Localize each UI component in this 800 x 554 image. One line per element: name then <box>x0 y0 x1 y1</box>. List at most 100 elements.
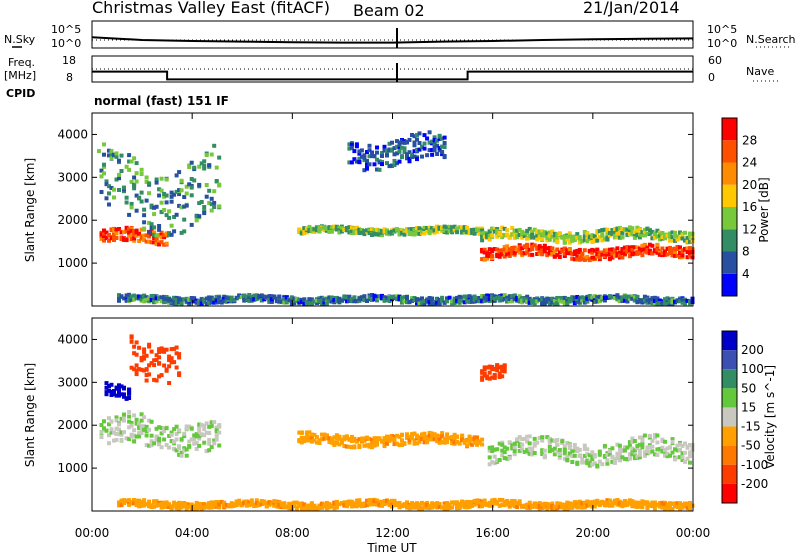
power-cell <box>289 295 294 300</box>
power-cell <box>274 299 279 304</box>
velocity-cell <box>490 449 495 454</box>
velocity-cell <box>329 437 334 442</box>
power-cell <box>512 228 517 233</box>
power-cell <box>395 161 399 166</box>
velocity-cell <box>460 503 465 508</box>
velocity-cell <box>482 373 487 378</box>
power-cell <box>472 297 477 302</box>
velocity-cell <box>663 502 667 506</box>
velocity-colorbar-label: Velocity [m s^-1] <box>763 365 777 469</box>
velocity-cell <box>688 506 692 511</box>
power-cell <box>405 229 409 234</box>
power-cell <box>309 301 314 306</box>
power-cell <box>152 240 157 245</box>
power-cell <box>678 251 682 255</box>
velocity-cell <box>580 460 585 465</box>
velocity-cell <box>107 416 111 421</box>
velocity-cell <box>162 349 167 354</box>
power-cell <box>645 232 650 236</box>
velocity-cell <box>372 502 377 507</box>
velocity-cell <box>637 435 642 440</box>
power-cell <box>365 162 369 166</box>
velocity-cell <box>688 450 692 455</box>
velocity-cell <box>197 436 202 441</box>
velocity-cell <box>605 498 610 503</box>
velocity-cell <box>415 504 419 509</box>
power-cell <box>595 252 600 257</box>
frequency-panel: 18 8 60 0 <box>62 54 722 84</box>
velocity-cell <box>610 454 615 459</box>
velocity-cell <box>307 504 312 509</box>
power-cell <box>665 301 670 306</box>
power-cell <box>688 234 692 239</box>
velocity-cell <box>515 500 520 505</box>
power-cell <box>375 167 379 172</box>
velocity-colorbar-tick: -15 <box>741 420 761 434</box>
velocity-cell <box>177 506 182 511</box>
velocity-cell <box>650 438 655 443</box>
velocity-cell <box>632 454 637 459</box>
velocity-cell <box>179 450 184 455</box>
velocity-cell <box>327 502 332 507</box>
power-cell <box>134 233 139 238</box>
power-cell <box>670 247 675 252</box>
velocity-cell <box>660 445 665 450</box>
velocity-cell <box>527 504 532 509</box>
power-cell <box>347 160 352 165</box>
power-cell <box>289 299 294 304</box>
noise-left-tick-high: 10^5 <box>51 23 81 36</box>
velocity-cell <box>522 450 527 454</box>
power-cell <box>455 230 460 235</box>
power-cell <box>387 296 392 301</box>
power-cell <box>482 257 487 262</box>
power-cell <box>400 295 404 300</box>
velocity-cell <box>134 421 139 426</box>
power-cell <box>562 254 567 258</box>
velocity-cell <box>430 501 435 506</box>
power-cell <box>673 250 677 255</box>
freq-label-line2: [MHz] <box>4 69 36 82</box>
power-cell <box>397 149 402 153</box>
power-cell <box>605 228 610 233</box>
velocity-cell <box>485 502 490 507</box>
power-cell <box>547 249 552 254</box>
power-cell <box>535 230 540 235</box>
velocity-cell <box>182 448 187 453</box>
velocity-cell <box>234 500 239 505</box>
power-cell <box>132 182 137 187</box>
power-cell <box>252 297 257 302</box>
velocity-cell <box>622 448 627 453</box>
power-cell <box>177 296 182 301</box>
velocity-cell <box>467 502 472 507</box>
power-cell <box>212 189 217 194</box>
power-cell <box>415 231 419 236</box>
power-cell <box>357 151 362 156</box>
power-cell <box>440 150 445 154</box>
velocity-cell <box>194 441 199 446</box>
velocity-cell <box>375 502 379 507</box>
velocity-cell <box>525 505 530 510</box>
power-cell <box>557 232 562 237</box>
power-cell <box>142 233 147 238</box>
power-cell <box>159 233 164 237</box>
power-cell <box>647 297 652 302</box>
power-cell <box>415 148 419 152</box>
power-cell <box>632 235 637 240</box>
power-cell <box>422 141 427 146</box>
velocity-cell <box>415 441 419 446</box>
velocity-cell <box>617 447 622 452</box>
velocity-cell <box>302 502 307 507</box>
power-cell <box>432 140 437 145</box>
velocity-cell <box>187 439 192 444</box>
power-cell <box>144 233 149 238</box>
velocity-cell <box>164 426 169 431</box>
power-cell <box>542 302 547 307</box>
power-cell <box>397 297 402 302</box>
power-cell <box>585 296 590 301</box>
velocity-cell <box>167 357 172 362</box>
velocity-cell <box>560 502 565 507</box>
velocity-cell <box>322 504 327 509</box>
velocity-cell <box>425 440 430 445</box>
velocity-cell <box>342 444 347 448</box>
power-cell <box>670 235 675 240</box>
